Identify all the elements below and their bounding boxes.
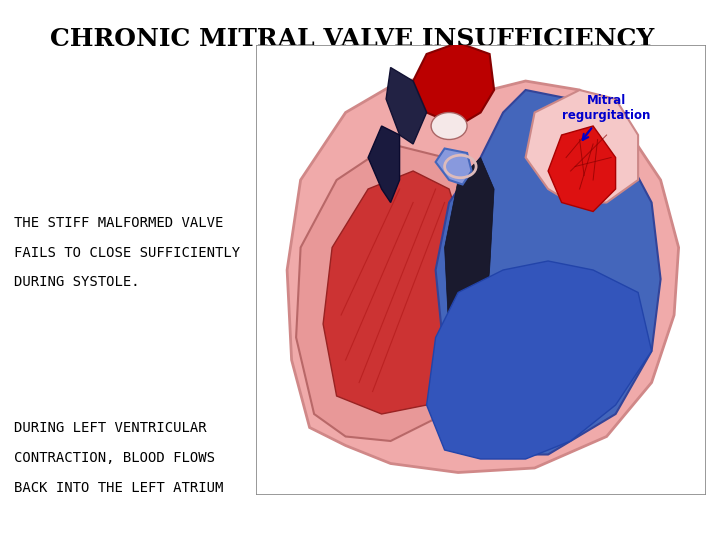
Polygon shape	[436, 148, 472, 185]
Polygon shape	[368, 126, 400, 202]
Polygon shape	[548, 126, 616, 212]
Text: Mitral
regurgitation: Mitral regurgitation	[562, 94, 651, 122]
Polygon shape	[323, 171, 467, 414]
Polygon shape	[436, 90, 661, 455]
Text: BACK INTO THE LEFT ATRIUM: BACK INTO THE LEFT ATRIUM	[14, 481, 224, 495]
Polygon shape	[445, 158, 494, 428]
Polygon shape	[287, 77, 679, 472]
Polygon shape	[296, 144, 490, 441]
Polygon shape	[426, 261, 652, 459]
Text: THE STIFF MALFORMED VALVE: THE STIFF MALFORMED VALVE	[14, 216, 224, 230]
Ellipse shape	[431, 112, 467, 139]
Text: DURING LEFT VENTRICULAR: DURING LEFT VENTRICULAR	[14, 421, 207, 435]
Text: FAILS TO CLOSE SUFFICIENTLY: FAILS TO CLOSE SUFFICIENTLY	[14, 246, 240, 260]
Polygon shape	[526, 90, 638, 202]
Text: CHRONIC MITRAL VALVE INSUFFICIENCY: CHRONIC MITRAL VALVE INSUFFICIENCY	[50, 27, 654, 51]
FancyBboxPatch shape	[256, 45, 706, 495]
Polygon shape	[413, 43, 494, 126]
Text: DURING SYSTOLE.: DURING SYSTOLE.	[14, 275, 140, 289]
Text: CONTRACTION, BLOOD FLOWS: CONTRACTION, BLOOD FLOWS	[14, 451, 215, 465]
Polygon shape	[386, 68, 426, 144]
